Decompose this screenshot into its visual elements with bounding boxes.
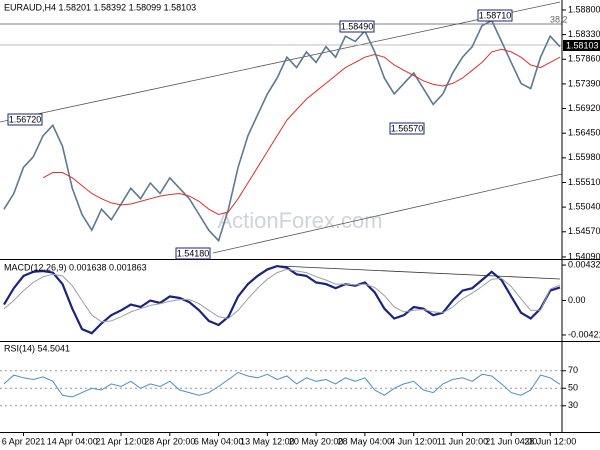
y-tick-label: -0.004213 [568,329,600,339]
x-tick-label: 28 May 04:00 [338,436,393,446]
annotation: 38.2 [550,14,568,24]
series-line [42,48,561,216]
y-tick-label: 1.54570 [568,226,600,236]
annotation: 1.54180 [177,248,210,258]
y-tick-label: 1.57860 [568,54,600,64]
current-price: 1.58103 [566,40,599,50]
x-tick-label: 14 Apr 04:00 [47,436,98,446]
x-tick-label: 13 May 12:00 [240,436,295,446]
annotation-box [339,20,375,33]
y-tick-label: 70 [568,365,578,375]
x-tick-label: 6 Apr 2021 [2,436,46,446]
y-tick-label: 30 [568,400,578,410]
y-tick-label: 1.55040 [568,202,600,212]
y-tick-label: 1.56920 [568,103,600,113]
y-tick-label: 1.55510 [568,177,600,187]
x-tick-label: 28 Jun 12:00 [524,436,576,446]
channel-upper [0,1,561,123]
y-tick-label: 1.57390 [568,78,600,88]
x-tick-label: 6 May 04:00 [194,436,244,446]
series-line [3,264,561,335]
y-tick-label: 1.55980 [568,152,600,162]
series-line [3,19,561,243]
annotation-box [175,247,211,260]
y-tick-label: 1.58800 [568,4,600,14]
series-line [3,371,561,398]
x-tick-label: 20 May 20:00 [289,436,344,446]
x-tick-label: 21 Jun 04:00 [485,436,537,446]
y-tick-label: 1.58330 [568,29,600,39]
macd-trendline [279,265,561,280]
annotation-box [7,113,43,126]
chart-title: EURAUD,H4 1.58201 1.58392 1.58099 1.5810… [4,2,196,12]
channel-lower [212,173,563,254]
rsi-title: RSI(14) 54.5041 [4,343,70,353]
annotation-box [389,122,425,135]
y-tick-label: 1.54090 [568,251,600,261]
y-tick-label: 0.00 [568,295,586,305]
annotation: 1.56720 [9,114,42,124]
annotation: 1.58490 [341,21,374,31]
annotation: 1.58710 [479,10,512,20]
series-line [3,268,561,323]
y-tick-label: 50 [568,383,578,393]
annotation-box [477,9,513,22]
x-tick-label: 28 Apr 20:00 [144,436,195,446]
y-tick-label: 0.004325 [568,259,600,269]
y-tick-label: 1.56450 [568,128,600,138]
watermark: ActionForex.com [217,208,382,233]
price-box [563,40,600,51]
annotation: 1.56570 [391,123,424,133]
x-tick-label: 21 Apr 12:00 [96,436,147,446]
x-tick-label: 4 Jun 12:00 [390,436,437,446]
macd-title: MACD(12,26,9) 0.001638 0.001863 [4,262,147,272]
x-tick-label: 11 Jun 20:00 [437,436,488,446]
